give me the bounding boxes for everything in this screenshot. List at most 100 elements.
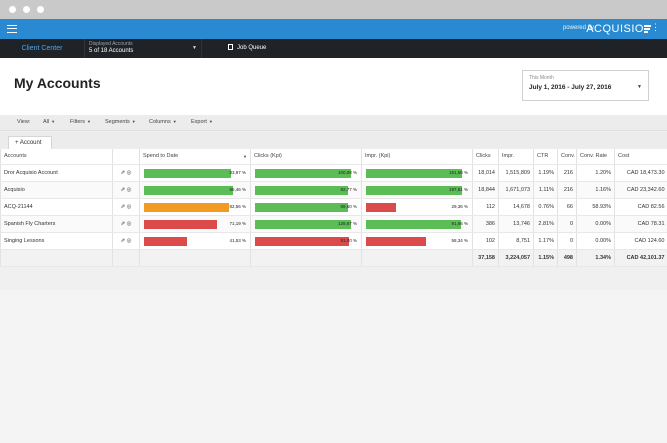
globe-icon[interactable]: ◎ — [126, 186, 132, 193]
kpi-bar-cell: 197,81 % — [361, 181, 473, 199]
column-header[interactable]: Cost — [614, 149, 667, 165]
table-row[interactable]: ACQ-21144 ⇗ ◎ 82,56 % 89,60 % 29,36 % 112 14,6… — [0, 198, 667, 216]
kpi-bar — [144, 202, 229, 212]
globe-icon[interactable]: ◎ — [126, 220, 132, 227]
app: powered by ACQUISIO ⋮ Client Center Disp… — [0, 19, 667, 443]
column-header[interactable]: Clicks (Kpi) — [250, 149, 362, 165]
kpi-bar-cell: 82,56 % — [139, 198, 251, 216]
account-name-link[interactable]: ACQ-21144 — [0, 198, 113, 216]
view-all-dropdown[interactable]: All ▼ — [43, 119, 55, 125]
kpi-bar-cell: 89,60 % — [250, 198, 362, 216]
total-cost: CAD 42,101.37 — [614, 248, 667, 267]
segments-dropdown[interactable]: Segments ▼ — [105, 119, 136, 125]
kpi-bar-cell: 100,08 % — [250, 164, 362, 182]
client-center-link[interactable]: Client Center — [21, 45, 63, 52]
table-header-row: Accounts Spend to Date ▼ Clicks (Kpi) Imp… — [0, 149, 667, 165]
conv-rate-cell: 58.93% — [576, 198, 615, 216]
column-header-label: Spend to Date — [143, 153, 179, 160]
columns-dropdown[interactable]: Columns ▼ — [149, 119, 177, 125]
date-range-picker[interactable]: This Month July 1, 2016 - July 27, 2016 … — [522, 70, 649, 101]
kpi-bar-cell: 41,53 % — [139, 232, 251, 250]
row-icons: ⇗ ◎ — [112, 198, 140, 216]
cost-cell: CAD 82.56 — [614, 198, 667, 216]
table-row[interactable]: Singing Lessons ⇗ ◎ 41,53 % 91,00 % 58,34 % 1… — [0, 232, 667, 250]
account-name-link[interactable]: Spanish Fly Charters — [0, 215, 113, 233]
window-close-dot[interactable] — [9, 6, 16, 13]
kpi-bar-label: 91,66 % — [451, 220, 468, 226]
totals-cell — [139, 248, 251, 267]
impr-cell: 8,751 — [498, 232, 534, 250]
globe-icon[interactable]: ◎ — [126, 237, 132, 244]
kpi-bar — [144, 236, 187, 246]
cost-cell: CAD 18,473.30 — [614, 164, 667, 182]
filters-dropdown[interactable]: Filters ▼ — [70, 119, 91, 125]
kpi-bar — [144, 219, 217, 229]
table-row[interactable]: Dror Acquisio Account ⇗ ◎ 83,97 % 100,08 % 1… — [0, 164, 667, 182]
add-account-tab[interactable]: + Account — [8, 136, 52, 149]
trend-chart-icon[interactable]: ⇗ — [120, 169, 127, 176]
clicks-cell: 386 — [472, 215, 499, 233]
kpi-bar-cell: 83,97 % — [139, 164, 251, 182]
trend-chart-icon[interactable]: ⇗ — [120, 203, 127, 210]
job-queue-link[interactable]: Job Queue — [228, 39, 266, 58]
globe-icon[interactable]: ◎ — [126, 169, 132, 176]
kpi-bar-label: 86,46 % — [229, 186, 246, 192]
kpi-bar — [144, 185, 233, 195]
impr-cell: 1,515,809 — [498, 164, 534, 182]
conv-rate-cell: 0.00% — [576, 215, 615, 233]
window-minimize-dot[interactable] — [23, 6, 30, 13]
caret-down-icon: ▼ — [192, 45, 197, 51]
caret-down-icon: ▼ — [208, 119, 213, 124]
kpi-bar — [255, 236, 349, 246]
account-name-link[interactable]: Acquisio — [0, 181, 113, 199]
date-range-label: This Month — [529, 75, 554, 81]
table-row[interactable]: Acquisio ⇗ ◎ 86,46 % 92,77 % 197,81 % 18,844 1… — [0, 181, 667, 199]
account-name-link[interactable]: Singing Lessons — [0, 232, 113, 250]
column-header[interactable]: Impr. — [498, 149, 534, 165]
caret-down-icon: ▼ — [131, 119, 136, 124]
accounts-table: Accounts Spend to Date ▼ Clicks (Kpi) Imp… — [0, 149, 667, 267]
grid-toolbar: View: All ▼ Filters ▼ Segments ▼ Columns ▼ E… — [0, 115, 667, 131]
total-conv: 498 — [557, 248, 577, 267]
kpi-bar-label: 100,08 % — [337, 169, 357, 175]
caret-down-icon: ▼ — [86, 119, 91, 124]
view-label: View: — [17, 119, 31, 125]
kpi-bar — [366, 236, 426, 246]
kpi-bar-label: 71,19 % — [229, 220, 246, 226]
conv-cell: 216 — [557, 181, 577, 199]
column-header[interactable]: CTR — [533, 149, 558, 165]
kpi-bar-label: 91,00 % — [340, 237, 357, 243]
kpi-bar-label: 92,77 % — [340, 186, 357, 192]
column-header[interactable]: Conv. — [557, 149, 577, 165]
accounts-selector[interactable]: Displayed Accounts 5 of 18 Accounts ▼ — [84, 39, 202, 58]
powered-by-text: powered by — [562, 25, 594, 31]
column-header-icons — [112, 149, 140, 165]
hamburger-icon[interactable] — [7, 25, 17, 33]
export-dropdown[interactable]: Export ▼ — [191, 119, 213, 125]
column-header[interactable]: Impr. (Kpi) — [361, 149, 473, 165]
ctr-cell: 0.76% — [533, 198, 558, 216]
table-row[interactable]: Spanish Fly Charters ⇗ ◎ 71,19 % 128,67 % 91… — [0, 215, 667, 233]
conv-cell: 216 — [557, 164, 577, 182]
kebab-menu-icon[interactable]: ⋮ — [651, 22, 660, 32]
clicks-cell: 112 — [472, 198, 499, 216]
kpi-bar-cell: 86,46 % — [139, 181, 251, 199]
accounts-selector-label: Displayed Accounts — [89, 41, 133, 47]
trend-chart-icon[interactable]: ⇗ — [120, 186, 127, 193]
export-label: Export — [191, 119, 207, 125]
column-header[interactable]: Conv. Rate — [576, 149, 615, 165]
account-name-link[interactable]: Dror Acquisio Account — [0, 164, 113, 182]
kpi-bar — [366, 219, 461, 229]
column-header[interactable]: Accounts — [0, 149, 113, 165]
trend-chart-icon[interactable]: ⇗ — [120, 220, 127, 227]
cost-cell: CAD 124.60 — [614, 232, 667, 250]
sort-down-icon[interactable]: ▼ — [243, 154, 247, 160]
column-header[interactable]: Spend to Date ▼ — [139, 149, 251, 165]
totals-row: 37,158 3,224,057 1.15% 498 1.34% CAD 42,… — [0, 248, 667, 267]
total-conv-rate: 1.34% — [576, 248, 615, 267]
window-maximize-dot[interactable] — [37, 6, 44, 13]
globe-icon[interactable]: ◎ — [126, 203, 132, 210]
trend-chart-icon[interactable]: ⇗ — [120, 237, 127, 244]
impr-cell: 14,678 — [498, 198, 534, 216]
column-header[interactable]: Clicks — [472, 149, 499, 165]
